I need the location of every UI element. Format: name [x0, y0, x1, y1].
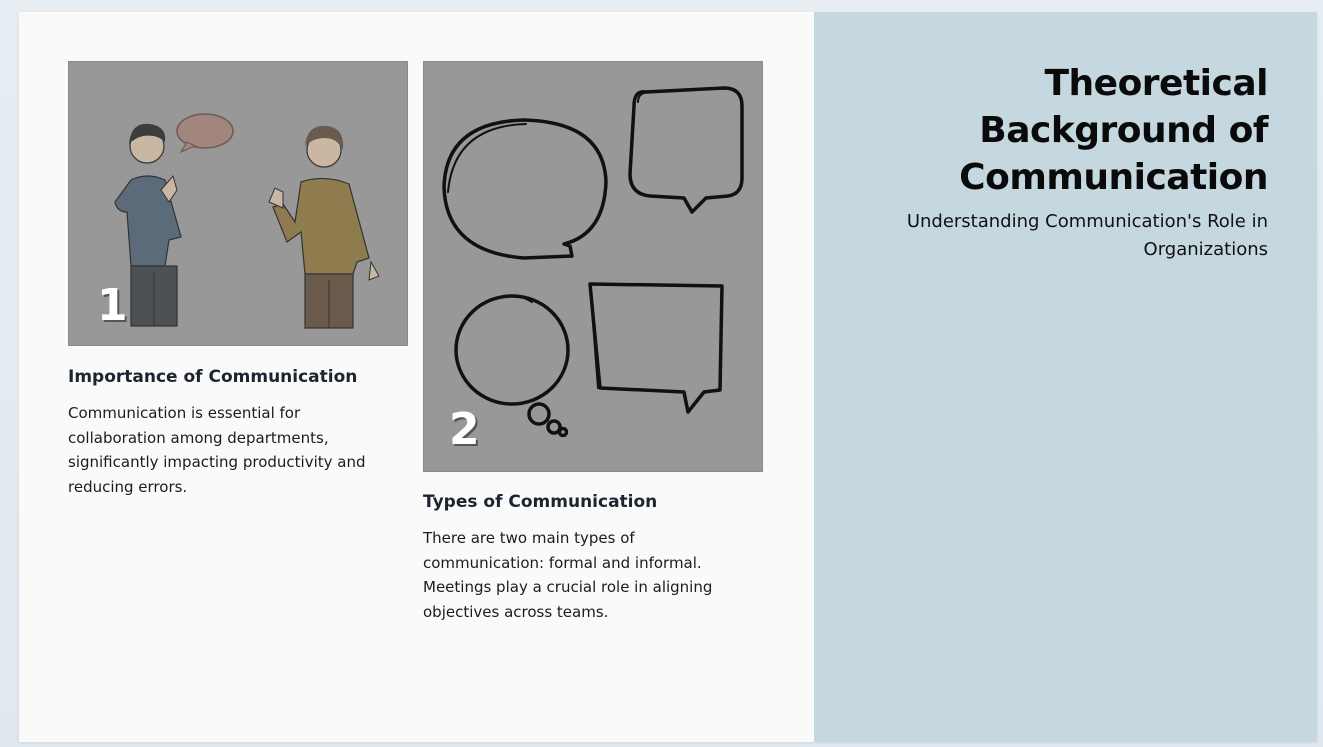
page-title: Theoretical Background of Communication: [959, 63, 1268, 198]
slide: 1 Importance of Communication Communicat…: [19, 12, 1317, 742]
card-title: Importance of Communication: [68, 367, 358, 387]
card-image: 2: [423, 61, 763, 472]
side-panel: Theoretical Background of Communication …: [814, 12, 1317, 742]
page-subtitle: Understanding Communication's Role in Or…: [906, 211, 1268, 260]
card-text: There are two main types of communicatio…: [423, 529, 713, 621]
two-people-talking-icon: [114, 113, 380, 329]
card-image: 1: [68, 61, 408, 346]
card-number: 1: [97, 280, 128, 331]
speech-bubbles-icon: [442, 86, 744, 438]
card-importance: 1 Importance of Communication Communicat…: [68, 61, 408, 499]
card-text: Communication is essential for collabora…: [68, 404, 366, 496]
card-types: 2 Types of Communication There are two m…: [423, 61, 763, 624]
card-number: 2: [449, 404, 480, 455]
card-title: Types of Communication: [423, 492, 658, 512]
